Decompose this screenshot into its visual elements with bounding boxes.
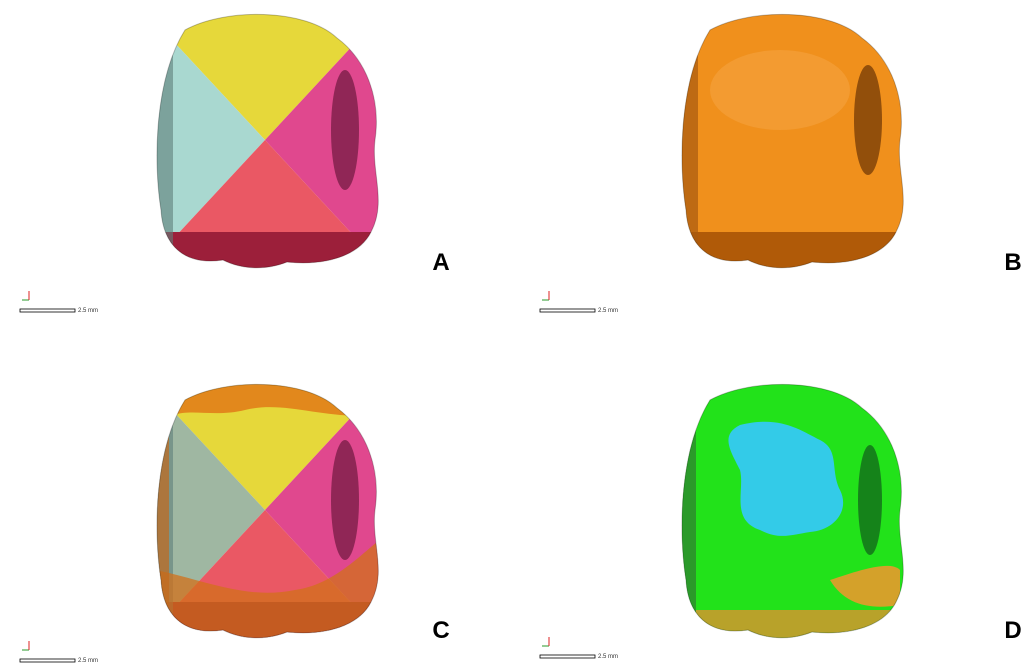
overlay-orange <box>156 540 379 638</box>
region-right <box>265 14 379 268</box>
shadow-right <box>331 70 359 190</box>
panel-label: D <box>1004 617 1021 644</box>
tooth-outline <box>681 383 904 639</box>
tooth-surface <box>156 384 379 638</box>
scale-label: 2.5 mm <box>598 308 618 314</box>
scale-label: 2.5 mm <box>598 654 618 660</box>
tooth-surface <box>156 14 379 268</box>
tooth-surface <box>681 384 904 638</box>
deviation-blue <box>728 421 844 536</box>
scale-bar <box>539 654 596 659</box>
panel-label: B <box>1004 249 1021 276</box>
tooth-model <box>681 383 904 639</box>
scale-bar <box>539 308 596 313</box>
region-base <box>156 232 379 268</box>
deviation-band <box>858 445 882 555</box>
surface-shade <box>854 65 882 175</box>
shadow-right <box>331 440 359 560</box>
scale-label: 2.5 mm <box>78 308 98 314</box>
scale-bar <box>19 658 76 663</box>
scale-label: 2.5 mm <box>78 658 98 664</box>
tooth-model <box>681 13 904 269</box>
surface-highlight <box>710 50 850 130</box>
surface-shade <box>681 232 904 268</box>
tooth-surface <box>681 14 904 268</box>
tooth-outline <box>681 13 904 269</box>
deviation-orange <box>830 565 900 607</box>
tooth-outline <box>156 383 379 639</box>
tooth-model <box>156 383 379 639</box>
panel-label: A <box>432 249 449 276</box>
scale-bar <box>19 308 76 313</box>
panel-label: C <box>432 617 449 644</box>
tooth-model <box>156 13 379 269</box>
region-top <box>156 14 379 140</box>
tooth-outline <box>156 13 379 269</box>
